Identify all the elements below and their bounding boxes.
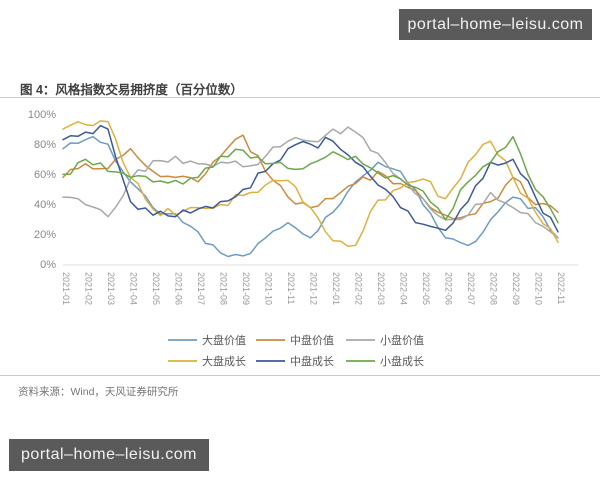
svg-text:2021-09: 2021-09 [241,272,251,305]
svg-text:2021-12: 2021-12 [309,272,319,305]
svg-text:2022-04: 2022-04 [399,272,409,305]
svg-text:大盘价值: 大盘价值 [202,333,246,347]
svg-text:小盘成长: 小盘成长 [380,354,424,368]
svg-text:大盘成长: 大盘成长 [202,354,246,368]
svg-text:2021-04: 2021-04 [129,272,139,305]
svg-text:100%: 100% [28,109,56,121]
svg-text:2022-01: 2022-01 [331,272,341,305]
svg-text:2021-08: 2021-08 [219,272,229,305]
svg-text:2021-06: 2021-06 [174,272,184,305]
svg-text:40%: 40% [34,199,56,211]
svg-text:2021-01: 2021-01 [61,272,71,305]
svg-text:2022-07: 2022-07 [466,272,476,305]
svg-text:20%: 20% [34,229,56,241]
svg-text:中盘成长: 中盘成长 [290,354,334,368]
svg-text:2022-05: 2022-05 [421,272,431,305]
svg-text:2022-06: 2022-06 [444,272,454,305]
svg-text:2021-05: 2021-05 [151,272,161,305]
svg-text:2021-10: 2021-10 [264,272,274,305]
svg-text:2022-10: 2022-10 [534,272,544,305]
svg-text:2022-08: 2022-08 [489,272,499,305]
svg-text:60%: 60% [34,169,56,181]
svg-text:2021-03: 2021-03 [106,272,116,305]
svg-text:2021-02: 2021-02 [84,272,94,305]
svg-text:2021-07: 2021-07 [196,272,206,305]
svg-text:80%: 80% [34,139,56,151]
svg-text:2021-11: 2021-11 [286,272,296,304]
svg-text:0%: 0% [40,259,56,271]
svg-text:2022-11: 2022-11 [556,272,566,304]
svg-text:中盘价值: 中盘价值 [290,333,334,347]
svg-text:2022-09: 2022-09 [511,272,521,305]
svg-text:2022-02: 2022-02 [354,272,364,305]
svg-text:2022-03: 2022-03 [376,272,386,305]
svg-text:小盘价值: 小盘价值 [380,333,424,347]
